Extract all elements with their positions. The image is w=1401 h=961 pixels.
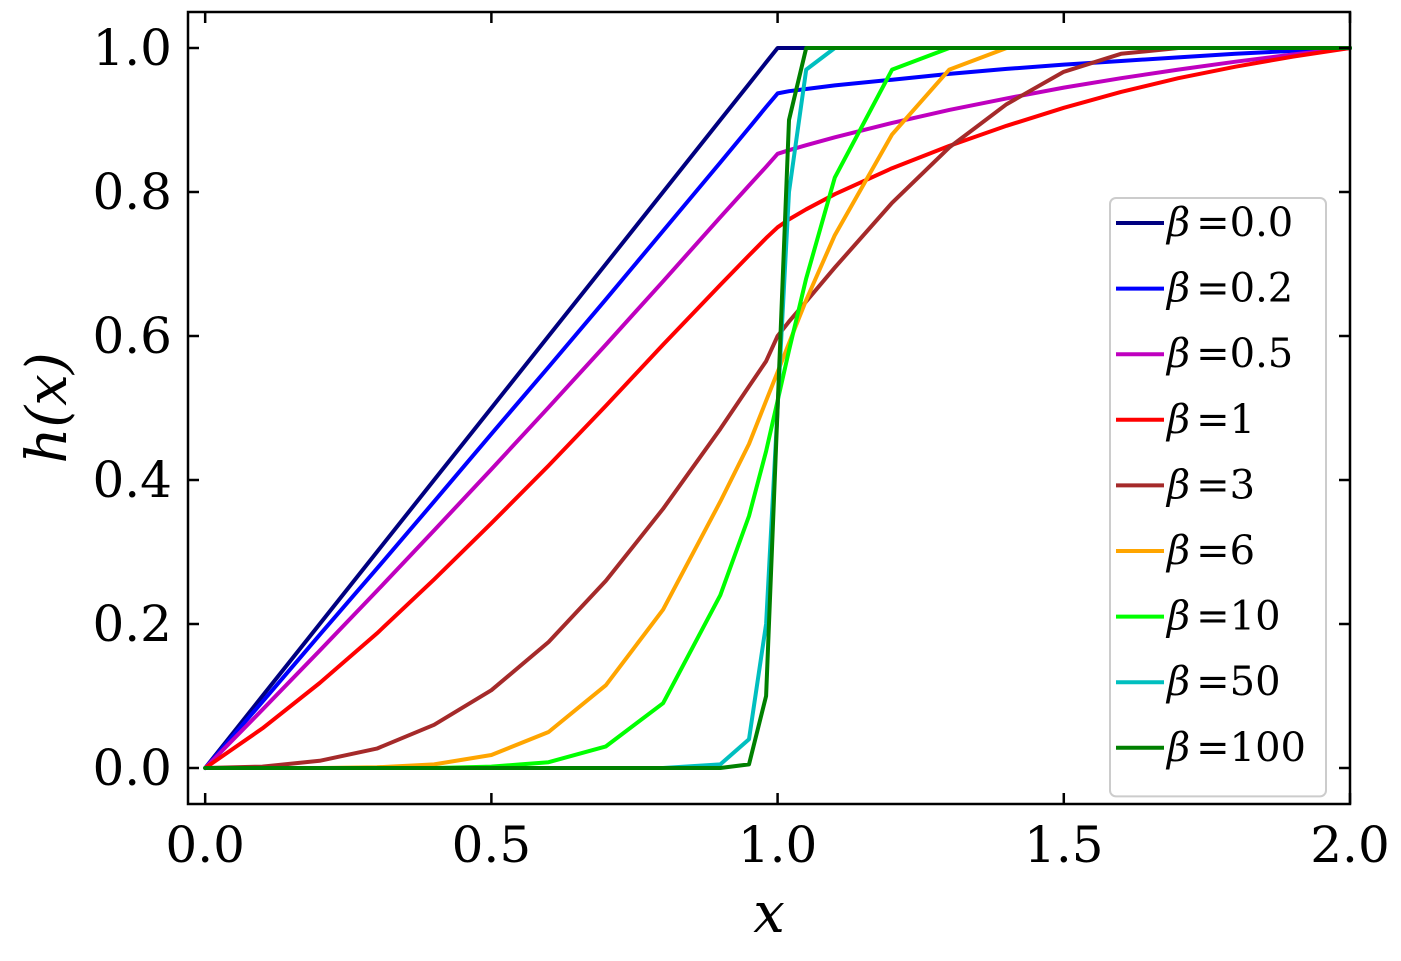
legend-box: [1109, 197, 1327, 798]
legend: β =0.0β =0.2β =0.5β =1β =3β =6β =10β =50β =100: [1109, 197, 1327, 798]
y-tick-label: 0.6: [92, 307, 172, 365]
legend-value: =1: [1196, 397, 1255, 443]
series-line-1: [203, 46, 1352, 770]
legend-value: =6: [1196, 528, 1255, 574]
legend-label: β =1: [1165, 397, 1255, 443]
y-axis-title-group: h(x): [15, 352, 80, 463]
legend-label: β =3: [1165, 462, 1255, 508]
legend-value: =50: [1196, 659, 1280, 705]
x-tick-label: 0.0: [165, 816, 245, 874]
series-line-2: [203, 46, 1352, 770]
legend-value: =0.2: [1196, 266, 1293, 312]
x-axis-title: x: [753, 881, 785, 946]
legend-label: β =0.0: [1165, 200, 1293, 246]
legend-value: =100: [1196, 725, 1306, 771]
legend-symbol: β: [1165, 397, 1190, 443]
legend-value: =10: [1196, 594, 1280, 640]
y-tick-label: 0.0: [92, 739, 172, 797]
y-tick-label: 1.0: [92, 19, 172, 77]
y-tick-label: 0.8: [92, 163, 172, 221]
y-tick-label: 0.4: [92, 451, 172, 509]
y-tick-label: 0.2: [92, 595, 172, 653]
x-tick-label: 0.5: [452, 816, 532, 874]
legend-label: β =100: [1165, 725, 1306, 771]
legend-symbol: β: [1165, 462, 1190, 508]
legend-symbol: β: [1165, 528, 1190, 574]
ticks-layer: [188, 12, 1352, 804]
y-axis-title: h(x): [15, 352, 80, 463]
x-tick-label: 2.0: [1310, 816, 1390, 874]
series-line-3: [203, 46, 1352, 770]
tick-labels-layer: 0.0 0.5 1.0 1.5 2.0 0.0 0.2 0.4 0.6 0.8 1.0: [92, 19, 1389, 874]
legend-symbol: β: [1165, 594, 1190, 640]
legend-label: β =0.5: [1165, 331, 1293, 377]
series-line-4: [203, 46, 1352, 770]
legend-label: β =6: [1165, 528, 1255, 574]
legend-label: β =10: [1165, 594, 1281, 640]
plot-frame: [186, 10, 1352, 806]
legend-symbol: β: [1165, 200, 1190, 246]
legend-symbol: β: [1165, 725, 1190, 771]
x-tick-label: 1.0: [738, 816, 818, 874]
x-tick-label: 1.5: [1024, 816, 1104, 874]
legend-label: β =0.2: [1165, 266, 1293, 312]
legend-label: β =50: [1165, 659, 1281, 705]
legend-value: =0.5: [1196, 331, 1293, 377]
series-layer: [203, 46, 1352, 770]
legend-symbol: β: [1165, 266, 1190, 312]
legend-value: =0.0: [1196, 200, 1293, 246]
legend-symbol: β: [1165, 659, 1190, 705]
legend-value: =3: [1196, 462, 1255, 508]
series-line-8: [203, 46, 1352, 770]
legend-symbol: β: [1165, 331, 1190, 377]
